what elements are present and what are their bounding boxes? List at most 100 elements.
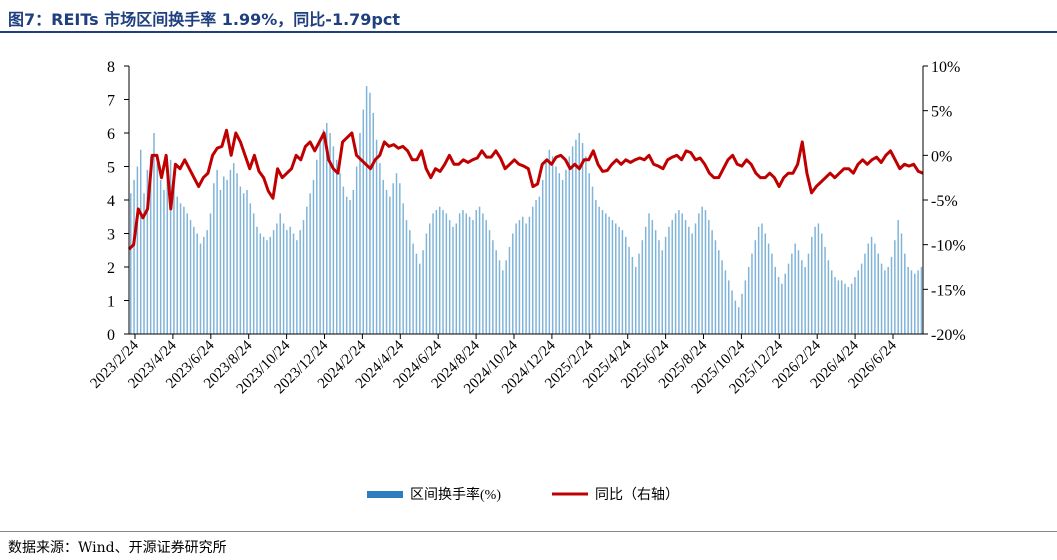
turnover-bar [708, 220, 710, 334]
turnover-bar [402, 203, 404, 334]
turnover-bar [382, 179, 384, 334]
turnover-bar [385, 189, 388, 334]
turnover-bar [365, 86, 368, 334]
turnover-bar [159, 179, 162, 334]
turnover-bar [415, 253, 418, 334]
source-note: 数据来源：Wind、开源证券研究所 [8, 540, 227, 556]
turnover-bar [774, 267, 776, 334]
turnover-bar [495, 250, 497, 334]
turnover-bar [176, 196, 178, 334]
turnover-bar [528, 216, 531, 334]
turnover-bar [249, 203, 252, 334]
turnover-bar [146, 169, 149, 334]
turnover-bar [664, 236, 667, 334]
turnover-bar [734, 300, 737, 334]
turnover-bar [369, 92, 371, 334]
turnover-bar [764, 233, 767, 334]
turnover-bar [173, 183, 175, 334]
turnover-bar [821, 233, 823, 334]
turnover-bar [850, 283, 853, 334]
turnover-bar [605, 213, 607, 334]
turnover-bar [884, 270, 886, 334]
turnover-bar [737, 307, 740, 334]
turnover-bar [296, 240, 298, 334]
turnover-bar [535, 200, 537, 334]
turnover-bar [531, 206, 534, 334]
turnover-bar [767, 243, 770, 334]
turnover-bar [409, 230, 411, 334]
turnover-bar [555, 166, 557, 334]
turnover-bar [216, 169, 218, 334]
turnover-bar [256, 226, 258, 334]
turnover-bar [272, 230, 275, 334]
turnover-bar [269, 236, 272, 334]
turnover-bar [761, 223, 763, 334]
turnover-bar [468, 216, 471, 334]
turnover-bar [837, 280, 840, 334]
turnover-bar [286, 230, 288, 334]
turnover-bar [505, 260, 507, 334]
turnover-bar [724, 270, 727, 334]
turnover-bar [299, 230, 301, 334]
legend-line-label: 同比（右轴） [595, 487, 679, 503]
turnover-bar [379, 163, 381, 334]
turnover-bar [259, 233, 262, 334]
turnover-bar [186, 213, 188, 334]
turnover-bar [339, 173, 341, 334]
turnover-bar [625, 236, 627, 334]
turnover-bar [428, 223, 431, 334]
turnover-bars [130, 86, 923, 335]
turnover-bar [698, 213, 700, 334]
turnover-bar [342, 186, 345, 334]
turnover-bar [289, 226, 291, 334]
left-tick-label: 7 [107, 93, 115, 110]
turnover-bar [548, 149, 551, 334]
turnover-chart: 012345678-20%-15%-10%-5%0%5%10%2023/2/24… [87, 59, 966, 503]
turnover-bar [814, 226, 816, 334]
turnover-bar [565, 169, 567, 334]
turnover-bar [522, 216, 524, 334]
left-tick-label: 8 [107, 59, 115, 76]
turnover-bar [438, 206, 441, 334]
turnover-bar [917, 270, 919, 334]
turnover-bar [674, 213, 677, 334]
turnover-bar [432, 213, 434, 334]
turnover-bar [149, 156, 152, 334]
yoy-line [127, 128, 924, 251]
turnover-bar [163, 189, 165, 334]
turnover-bar [618, 226, 620, 334]
turnover-bar [232, 163, 235, 334]
turnover-bar [236, 173, 238, 334]
turnover-bar [345, 196, 348, 334]
turnover-bar [654, 230, 657, 334]
left-tick-label: 3 [107, 227, 115, 244]
turnover-bar [688, 226, 690, 334]
left-tick-label: 5 [107, 160, 115, 177]
turnover-bar [721, 260, 723, 334]
turnover-bar [668, 226, 670, 334]
turnover-bar [349, 200, 351, 334]
turnover-bar [246, 189, 248, 334]
turnover-bar [874, 243, 876, 334]
turnover-bar [744, 280, 747, 334]
turnover-bar [143, 193, 145, 334]
turnover-bar [472, 220, 474, 334]
source-divider [0, 531, 1057, 532]
turnover-bar [425, 233, 428, 334]
turnover-bar [492, 240, 494, 334]
right-tick-label: -20% [931, 327, 966, 344]
turnover-bar [515, 223, 517, 334]
turnover-bar [279, 213, 281, 334]
turnover-bar [266, 240, 268, 334]
turnover-bar [326, 122, 328, 334]
turnover-bar [206, 230, 208, 334]
turnover-bar [538, 196, 541, 334]
turnover-bar [781, 283, 783, 334]
turnover-bar [658, 240, 660, 334]
turnover-bar [312, 179, 315, 334]
turnover-bar [651, 220, 654, 334]
turnover-bar [458, 213, 461, 334]
turnover-bar [465, 213, 468, 334]
turnover-bar [914, 273, 916, 334]
turnover-bar [196, 233, 198, 334]
